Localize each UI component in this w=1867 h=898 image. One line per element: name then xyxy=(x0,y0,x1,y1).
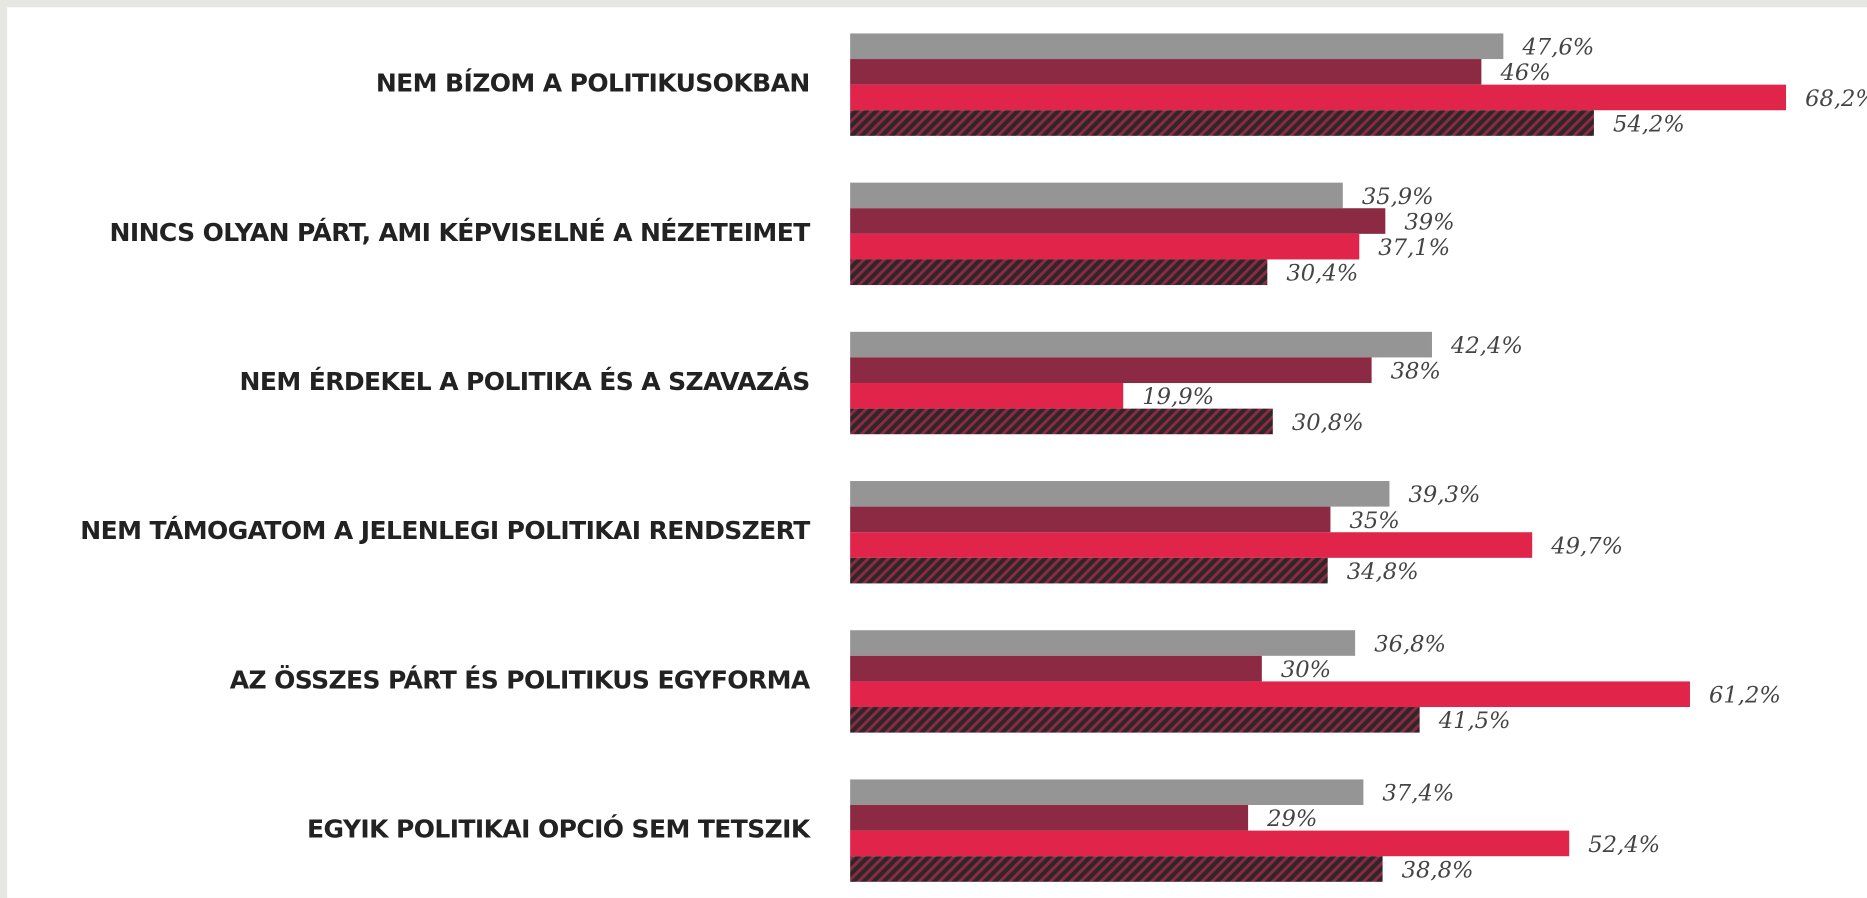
value-label: 30,4% xyxy=(1286,261,1358,287)
bar xyxy=(850,830,1570,857)
bar xyxy=(850,208,1386,234)
value-label: 41,5% xyxy=(1438,708,1511,734)
value-label: 29% xyxy=(1266,806,1317,832)
bar xyxy=(850,331,1432,358)
value-label: 61,2% xyxy=(1709,683,1781,709)
bar xyxy=(850,532,1533,558)
bar xyxy=(850,408,1273,435)
bar xyxy=(850,779,1364,806)
bar xyxy=(850,259,1268,286)
value-label: 46% xyxy=(1499,60,1550,86)
bar xyxy=(850,59,1482,85)
bar xyxy=(850,630,1356,656)
value-label: 35,9% xyxy=(1362,184,1434,210)
value-label: 52,4% xyxy=(1588,832,1660,858)
value-label: 42,4% xyxy=(1450,333,1523,359)
bar xyxy=(850,856,1383,882)
category-label: NEM ÉRDEKEL A POLITIKA ÉS A SZAVAZÁS xyxy=(240,367,810,396)
bar xyxy=(850,655,1262,682)
panel xyxy=(7,7,1867,898)
bar xyxy=(850,182,1343,209)
bar xyxy=(850,33,1504,60)
value-label: 54,2% xyxy=(1613,111,1685,137)
value-label: 47,6% xyxy=(1521,35,1594,61)
value-label: 39% xyxy=(1404,209,1454,235)
value-label: 37,1% xyxy=(1378,235,1450,261)
value-label: 35% xyxy=(1349,508,1399,534)
value-label: 30,8% xyxy=(1292,410,1364,436)
value-label: 38,8% xyxy=(1402,857,1474,883)
bar xyxy=(850,506,1331,533)
bar xyxy=(850,805,1249,831)
value-label: 34,8% xyxy=(1347,559,1419,585)
category-label: NEM TÁMOGATOM A JELENLEGI POLITIKAI REND… xyxy=(80,516,810,545)
value-label: 36,8% xyxy=(1374,631,1446,657)
value-label: 39,3% xyxy=(1409,482,1481,508)
bar xyxy=(850,383,1124,409)
value-label: 30% xyxy=(1281,657,1331,683)
bar xyxy=(850,681,1690,708)
bar xyxy=(850,557,1328,584)
value-label: 49,7% xyxy=(1550,533,1623,559)
category-label: EGYIK POLITIKAI OPCIÓ SEM TETSZIK xyxy=(307,814,812,844)
category-label: AZ ÖSSZES PÁRT ÉS POLITIKUS EGYFORMA xyxy=(230,664,811,694)
value-label: 37,4% xyxy=(1382,781,1454,807)
category-label: NEM BÍZOM A POLITIKUSOKBAN xyxy=(376,69,810,98)
value-label: 19,9% xyxy=(1142,384,1214,410)
bar xyxy=(850,481,1390,507)
category-label: NINCS OLYAN PÁRT, AMI KÉPVISELNÉ A NÉZET… xyxy=(110,218,811,247)
bar xyxy=(850,110,1594,136)
bar xyxy=(850,707,1420,733)
value-label: 68,2% xyxy=(1805,86,1867,112)
bar xyxy=(850,357,1372,384)
value-label: 38% xyxy=(1391,359,1441,385)
bar xyxy=(850,84,1787,111)
bar xyxy=(850,233,1360,260)
